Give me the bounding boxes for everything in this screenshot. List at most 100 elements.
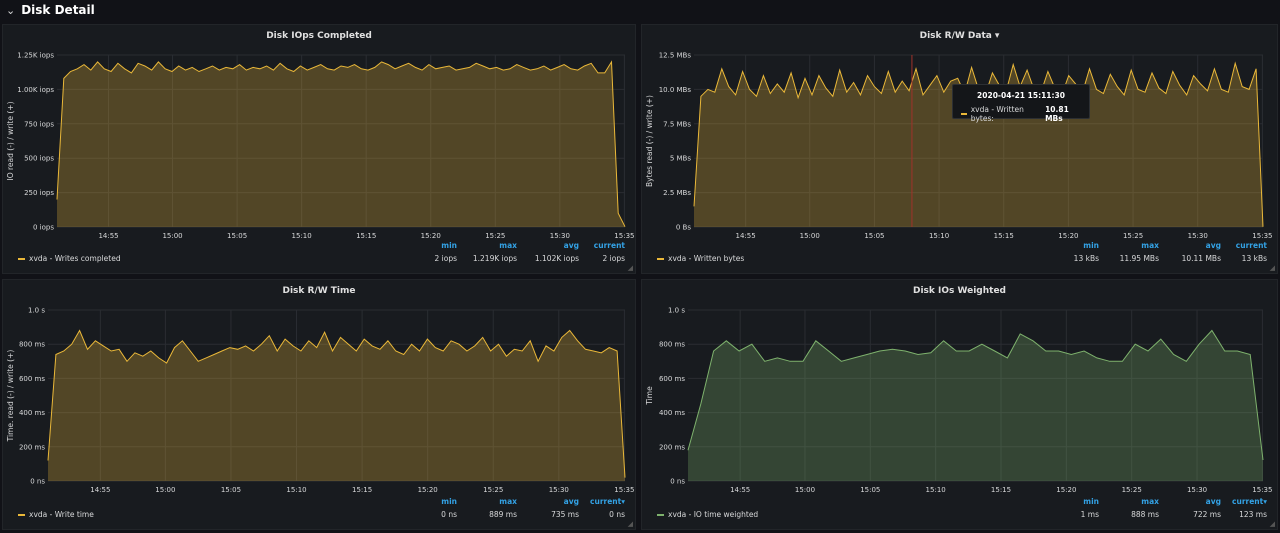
- legend-series-name[interactable]: xvda - Write time: [29, 510, 94, 519]
- y-tick-label: 2.5 MBs: [663, 189, 691, 197]
- panel-disk-rw-time[interactable]: Disk R/W Time Time. read (-) / write (+) 0…: [2, 279, 636, 530]
- x-tick-label: 14:55: [730, 486, 750, 494]
- x-tick-label: 15:20: [421, 232, 441, 240]
- series-line: [687, 329, 1264, 461]
- x-tick-label: 15:05: [864, 232, 884, 240]
- chevron-down-icon[interactable]: ⌄: [6, 3, 16, 17]
- x-tick-label: 15:30: [1187, 486, 1207, 494]
- y-tick-label: 750 iops: [24, 120, 54, 128]
- legend-header-current[interactable]: current: [1235, 241, 1267, 250]
- y-tick-label: 0 ns: [30, 478, 45, 486]
- x-tick-label: 15:25: [1123, 232, 1143, 240]
- x-tick-label: 15:15: [994, 232, 1014, 240]
- y-tick-label: 200 ms: [659, 443, 685, 451]
- legend-header-max[interactable]: max: [499, 241, 517, 250]
- y-tick-label: 500 iops: [24, 155, 54, 163]
- series-area: [694, 63, 1263, 227]
- x-tick-label: 14:55: [98, 232, 118, 240]
- series-swatch[interactable]: [657, 514, 664, 516]
- chart-area[interactable]: Time. read (-) / write (+) 0 ns 200 ms 400 …: [3, 280, 637, 507]
- legend-value-min: 1 ms: [1080, 510, 1099, 519]
- legend-header-current[interactable]: current▾: [1232, 497, 1267, 506]
- legend-header-min[interactable]: min: [1083, 497, 1099, 506]
- row-header[interactable]: ⌄ Disk Detail: [0, 0, 1280, 20]
- legend-series-name[interactable]: xvda - Writes completed: [29, 254, 121, 263]
- legend-header-min[interactable]: min: [1083, 241, 1099, 250]
- x-tick-label: 15:15: [991, 486, 1011, 494]
- legend-header-current[interactable]: current: [593, 241, 625, 250]
- legend-table: min 2 iops max 1.219K iops avg 1.102K iops cur…: [3, 241, 637, 271]
- y-tick-label: 1.00K iops: [17, 86, 54, 94]
- panel-disk-rw-data[interactable]: Disk R/W Data ▾ Bytes read (-) / write (+)…: [641, 24, 1278, 274]
- legend-series-name[interactable]: xvda - Written bytes: [668, 254, 745, 263]
- y-tick-label: 5 MBs: [670, 155, 692, 163]
- series-swatch[interactable]: [18, 258, 25, 260]
- legend-header-current[interactable]: current▾: [590, 497, 625, 506]
- panel-title[interactable]: Disk IOps Completed: [266, 31, 372, 41]
- y-tick-label: 0 Bs: [676, 224, 691, 232]
- legend-value-current: 123 ms: [1239, 510, 1267, 519]
- series-swatch[interactable]: [657, 258, 664, 260]
- resize-handle-icon[interactable]: ◢: [627, 520, 633, 528]
- legend-value-current: 0 ns: [609, 510, 625, 519]
- x-tick-label: 15:20: [1058, 232, 1078, 240]
- panel-title[interactable]: Disk R/W Time: [282, 286, 356, 296]
- x-tick-label: 15:05: [227, 232, 247, 240]
- legend-table: min 13 kBs max 11.95 MBs avg 10.11 MBs current…: [642, 241, 1279, 271]
- x-tick-label: 15:15: [352, 486, 372, 494]
- legend-value-avg: 722 ms: [1193, 510, 1221, 519]
- legend-series-name[interactable]: xvda - IO time weighted: [668, 510, 759, 519]
- resize-handle-icon[interactable]: ◢: [627, 264, 633, 272]
- legend-value-min: 2 iops: [434, 254, 458, 263]
- legend-header-max[interactable]: max: [1141, 241, 1159, 250]
- legend-header-max[interactable]: max: [1141, 497, 1159, 506]
- legend-header-avg[interactable]: avg: [1205, 497, 1221, 506]
- x-tick-label: 15:25: [1122, 486, 1142, 494]
- x-tick-label: 15:10: [929, 232, 949, 240]
- chart-area[interactable]: IO read (-) / write (+) 0 iops 250 iops 500…: [3, 25, 637, 251]
- panel-menu-chevron-icon[interactable]: ▾: [994, 31, 1000, 41]
- panel-disk-ios-weighted[interactable]: Disk IOs Weighted Time 0 ns 200 ms 400 ms 600…: [641, 279, 1278, 530]
- x-tick-label: 15:15: [356, 232, 376, 240]
- y-tick-label: 400 ms: [19, 409, 45, 417]
- legend-value-current: 2 iops: [602, 254, 626, 263]
- legend-table: min 1 ms max 888 ms avg 722 ms current▾ 123 ms x…: [642, 497, 1279, 527]
- legend-header-avg[interactable]: avg: [563, 497, 579, 506]
- panel-title[interactable]: Disk R/W Data ▾: [919, 31, 1000, 41]
- y-tick-label: 1.25K iops: [17, 52, 54, 60]
- x-tick-label: 15:35: [614, 486, 634, 494]
- y-axis-label: IO read (-) / write (+): [6, 101, 15, 180]
- x-tick-label: 15:25: [483, 486, 503, 494]
- y-tick-label: 400 ms: [659, 409, 685, 417]
- y-tick-label: 10.0 MBs: [659, 86, 692, 94]
- legend-value-min: 0 ns: [441, 510, 457, 519]
- legend-header-avg[interactable]: avg: [563, 241, 579, 250]
- chart-area[interactable]: Time 0 ns 200 ms 400 ms 600 ms 800 ms 1.0 s 14:…: [642, 280, 1279, 507]
- legend-header-avg[interactable]: avg: [1205, 241, 1221, 250]
- legend-header-min[interactable]: min: [441, 241, 457, 250]
- y-tick-label: 0 ns: [670, 478, 685, 486]
- panel-title[interactable]: Disk IOs Weighted: [912, 286, 1006, 296]
- x-tick-label: 15:30: [1188, 232, 1208, 240]
- tooltip-row: xvda - Written bytes: 10.81 MBs: [961, 105, 1081, 123]
- panel-disk-iops-completed[interactable]: Disk IOps Completed IO read (-) / write (…: [2, 24, 636, 274]
- legend-value-avg: 10.11 MBs: [1181, 254, 1221, 263]
- y-axis-label: Time. read (-) / write (+): [6, 350, 15, 443]
- x-tick-label: 15:05: [221, 486, 241, 494]
- y-tick-label: 600 ms: [19, 375, 45, 383]
- y-tick-label: 7.5 MBs: [663, 120, 691, 128]
- legend-header-max[interactable]: max: [499, 497, 517, 506]
- legend-table: min 0 ns max 889 ms avg 735 ms current▾ 0 ns xvd…: [3, 497, 637, 527]
- resize-handle-icon[interactable]: ◢: [1269, 520, 1275, 528]
- legend-header-min[interactable]: min: [441, 497, 457, 506]
- y-tick-label: 0 iops: [33, 224, 54, 232]
- legend-value-max: 1.219K iops: [472, 254, 517, 263]
- y-tick-label: 800 ms: [659, 341, 685, 349]
- chart-area[interactable]: Bytes read (-) / write (+) 0 Bs 2.5 MBs 5 M…: [642, 25, 1279, 251]
- series-line: [56, 60, 626, 227]
- series-swatch: [961, 113, 967, 115]
- legend-value-current: 13 kBs: [1241, 254, 1267, 263]
- tooltip-label: xvda - Written bytes:: [970, 105, 1024, 123]
- series-swatch[interactable]: [18, 514, 25, 516]
- resize-handle-icon[interactable]: ◢: [1269, 264, 1275, 272]
